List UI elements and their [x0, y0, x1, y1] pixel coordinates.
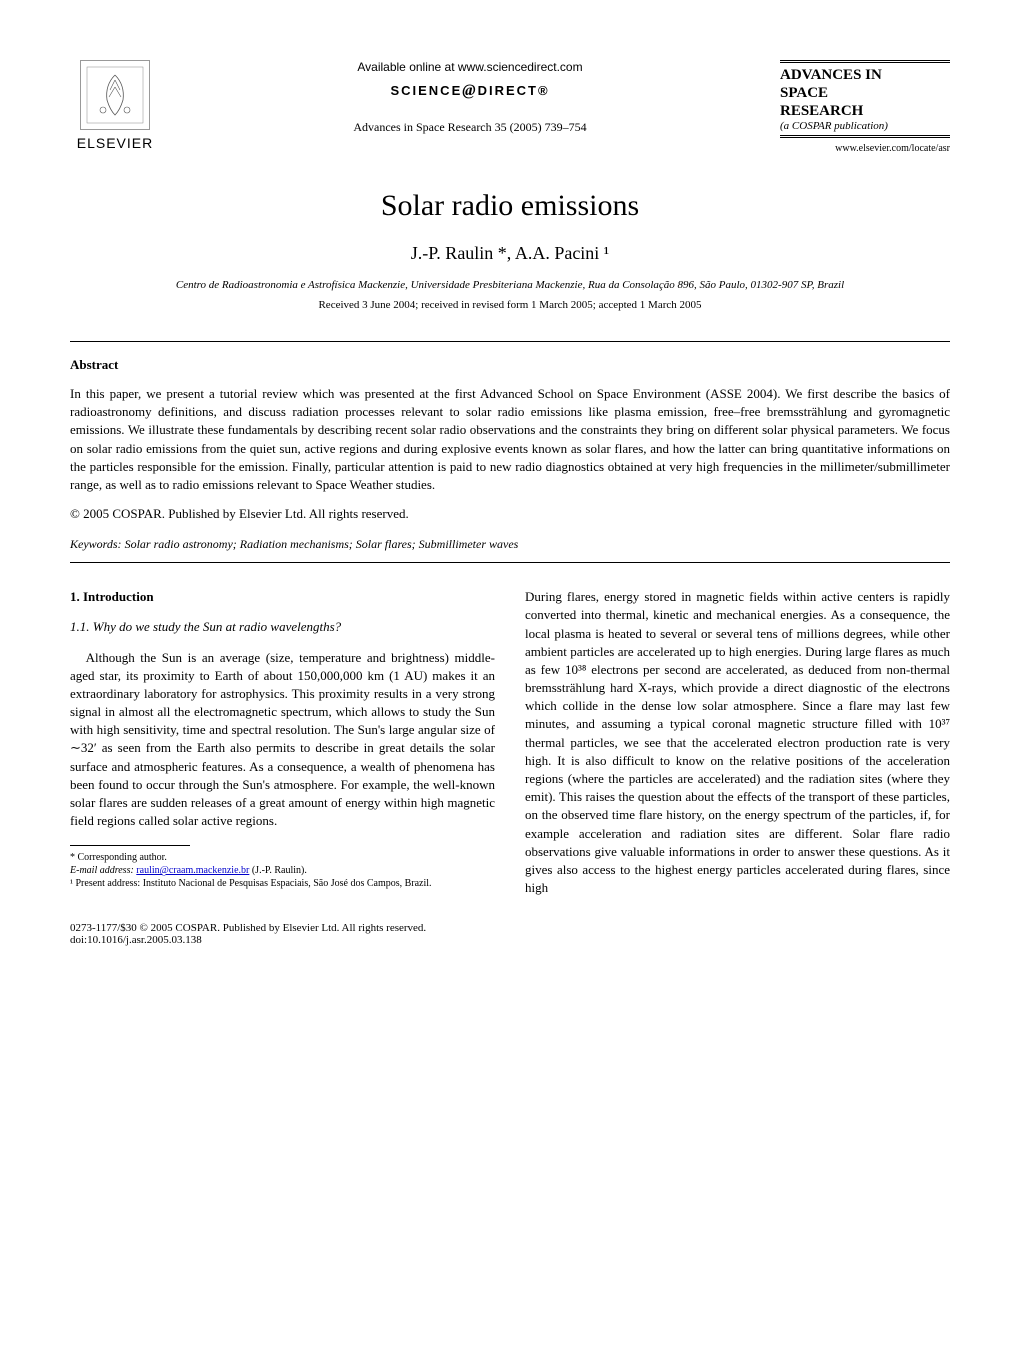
footer-copyright: 0273-1177/$30 © 2005 COSPAR. Published b…	[70, 922, 950, 934]
intro-paragraph-right: During flares, energy stored in magnetic…	[525, 588, 950, 897]
journal-title-line1: ADVANCES IN	[780, 67, 882, 83]
footnote-corresponding: * Corresponding author.	[70, 851, 495, 864]
body-columns: 1. Introduction 1.1. Why do we study the…	[70, 588, 950, 897]
footer-doi: doi:10.1016/j.asr.2005.03.138	[70, 934, 950, 946]
sciencedirect-logo: SCIENCE@DIRECT®	[180, 82, 760, 100]
abstract-copyright: © 2005 COSPAR. Published by Elsevier Ltd…	[70, 506, 950, 522]
keywords-text: Solar radio astronomy; Radiation mechani…	[122, 537, 519, 551]
section-1-heading: 1. Introduction	[70, 588, 495, 606]
footnote-email-label: E-mail address:	[70, 865, 136, 876]
footnote-present-address: ¹ Present address: Instituto Nacional de…	[70, 877, 495, 890]
footnote-email-line: E-mail address: raulin@craam.mackenzie.b…	[70, 864, 495, 877]
journal-title-line3: RESEARCH	[780, 103, 863, 119]
sciencedirect-d-icon: @	[462, 82, 477, 99]
article-affiliation: Centro de Radioastronomia e Astrofísica …	[70, 279, 950, 291]
journal-subtitle: (a COSPAR publication)	[780, 120, 950, 138]
section-1-1-heading: 1.1. Why do we study the Sun at radio wa…	[70, 618, 495, 636]
keywords-label: Keywords:	[70, 537, 122, 551]
intro-paragraph-left: Although the Sun is an average (size, te…	[70, 649, 495, 831]
page-footer: 0273-1177/$30 © 2005 COSPAR. Published b…	[70, 922, 950, 946]
abstract-text: In this paper, we present a tutorial rev…	[70, 385, 950, 494]
elsevier-tree-icon	[80, 60, 150, 130]
keywords-line: Keywords: Solar radio astronomy; Radiati…	[70, 537, 950, 552]
publisher-name: ELSEVIER	[77, 135, 153, 151]
footnote-email-link[interactable]: raulin@craam.mackenzie.br	[136, 865, 249, 876]
header-center: Available online at www.sciencedirect.co…	[160, 60, 780, 135]
journal-title-box: ADVANCES IN SPACE RESEARCH (a COSPAR pub…	[780, 60, 950, 154]
journal-url: www.elsevier.com/locate/asr	[780, 143, 950, 154]
rule-below-keywords	[70, 562, 950, 563]
article-dates: Received 3 June 2004; received in revise…	[70, 299, 950, 311]
footnote-email-author: (J.-P. Raulin).	[249, 865, 307, 876]
rule-above-abstract	[70, 341, 950, 342]
abstract-heading: Abstract	[70, 357, 950, 373]
publisher-logo-block: ELSEVIER	[70, 60, 160, 151]
sciencedirect-suffix: DIRECT®	[478, 83, 550, 98]
journal-reference: Advances in Space Research 35 (2005) 739…	[180, 120, 760, 135]
journal-title-line2: SPACE	[780, 85, 828, 101]
footnote-block: * Corresponding author. E-mail address: …	[70, 851, 495, 890]
right-column: During flares, energy stored in magnetic…	[525, 588, 950, 897]
page-header: ELSEVIER Available online at www.science…	[70, 60, 950, 154]
available-online-text: Available online at www.sciencedirect.co…	[180, 60, 760, 74]
journal-title: ADVANCES IN SPACE RESEARCH	[780, 66, 950, 120]
article-title: Solar radio emissions	[70, 189, 950, 223]
sciencedirect-prefix: SCIENCE	[390, 83, 462, 98]
article-authors: J.-P. Raulin *, A.A. Pacini ¹	[70, 243, 950, 264]
footnote-rule	[70, 845, 190, 846]
left-column: 1. Introduction 1.1. Why do we study the…	[70, 588, 495, 897]
